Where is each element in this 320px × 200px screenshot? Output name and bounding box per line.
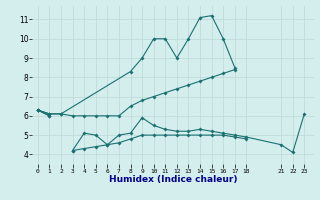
- X-axis label: Humidex (Indice chaleur): Humidex (Indice chaleur): [108, 175, 237, 184]
